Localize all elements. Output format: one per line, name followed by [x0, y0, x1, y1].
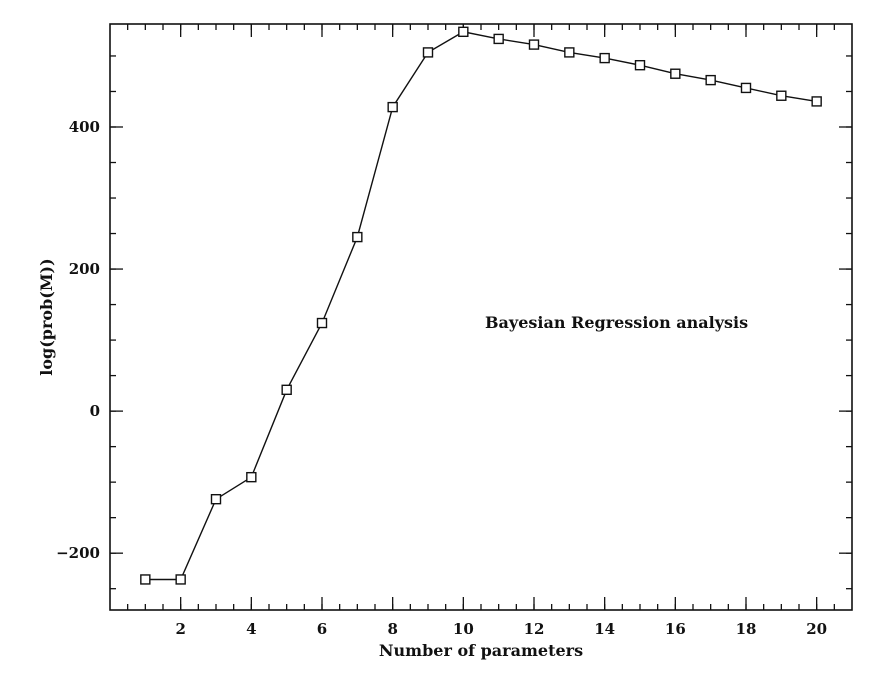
- x-tick-label: 20: [806, 620, 827, 638]
- series-line: [145, 31, 817, 581]
- x-axis-label: Number of parameters: [379, 641, 583, 660]
- data-point: [634, 59, 646, 71]
- data-point: [140, 574, 151, 585]
- data-point: [811, 96, 822, 107]
- x-tick-label: 8: [387, 620, 397, 638]
- x-tick-label: 4: [246, 620, 256, 638]
- x-tick-label: 14: [594, 620, 615, 638]
- data-point: [493, 33, 504, 45]
- data-point: [670, 68, 681, 79]
- y-axis-label: log(prob(M)): [37, 258, 56, 375]
- x-tick-label: 16: [665, 620, 686, 638]
- data-point: [740, 82, 752, 94]
- data-point: [352, 231, 363, 243]
- data-point: [246, 471, 257, 483]
- y-tick-label: 400: [69, 118, 100, 136]
- x-tick-label: 18: [736, 620, 757, 638]
- data-point: [564, 47, 575, 58]
- data-point: [422, 47, 434, 58]
- data-point: [705, 74, 716, 86]
- data-point: [210, 493, 222, 505]
- data-point: [528, 39, 540, 50]
- y-tick-labels: −200 0 200 400: [56, 118, 100, 562]
- y-tick-label: −200: [56, 544, 100, 562]
- y-tick-label: 200: [69, 260, 100, 278]
- data-point: [175, 574, 186, 585]
- data-point: [776, 90, 787, 101]
- x-tick-label: 2: [175, 620, 185, 638]
- data-point: [458, 26, 469, 38]
- data-point: [387, 101, 398, 113]
- chart-annotation: Bayesian Regression analysis: [485, 313, 748, 332]
- y-tick-label: 0: [90, 402, 100, 420]
- data-point: [281, 384, 292, 396]
- series-markers: [140, 26, 822, 585]
- x-tick-label: 10: [453, 620, 474, 638]
- major-ticks: [110, 24, 852, 610]
- x-tick-labels: 2 4 6 8 10 12 14 16 18 20: [175, 620, 827, 638]
- series-lines: [145, 31, 817, 581]
- x-tick-label: 6: [317, 620, 327, 638]
- data-point: [316, 317, 328, 329]
- x-tick-label: 12: [524, 620, 545, 638]
- data-point: [599, 52, 610, 64]
